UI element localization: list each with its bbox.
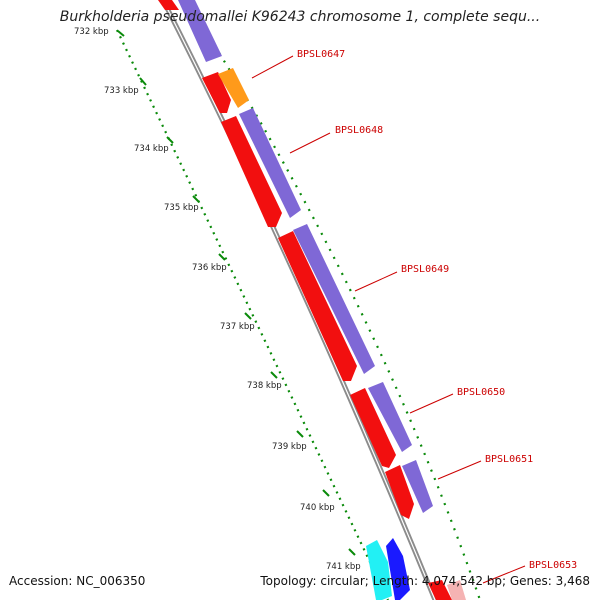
gene-track — [158, 0, 466, 600]
tick-label: 736 kbp — [192, 263, 227, 273]
gene-arrow-cyan[interactable] — [366, 540, 392, 600]
gene-label[interactable]: BPSL0649 — [401, 264, 449, 275]
map-title: Burkholderia pseudomallei K96243 chromos… — [59, 9, 541, 25]
gene-arrow-reverse[interactable] — [385, 465, 414, 519]
tick-mark — [244, 312, 252, 320]
gene-labels: BPSL0647 BPSL0648 BPSL0649 BPSL0650 BPSL… — [251, 49, 577, 584]
tick-mark — [139, 77, 147, 86]
tick-mark — [348, 548, 356, 556]
tick-label: 735 kbp — [164, 203, 199, 213]
tick-label: 738 kbp — [247, 381, 282, 391]
label-leader — [354, 271, 398, 292]
gene-label[interactable]: BPSL0648 — [335, 125, 383, 136]
label-leader — [251, 55, 294, 79]
gene-arrow-forward[interactable] — [368, 382, 412, 452]
genome-summary-text: Topology: circular; Length: 4,074,542 bp… — [260, 574, 590, 588]
gene-arrow-forward[interactable] — [402, 460, 433, 513]
accession-text: Accession: NC_006350 — [9, 574, 146, 588]
gene-arrow-orange[interactable] — [218, 68, 249, 108]
gene-arrow-reverse[interactable] — [350, 388, 396, 468]
tick-track-inner — [116, 29, 389, 600]
tick-mark — [166, 136, 174, 144]
chromosome-backbone — [160, 0, 438, 600]
tick-mark — [270, 371, 278, 379]
gene-label[interactable]: BPSL0647 — [297, 49, 345, 60]
label-leader — [437, 460, 482, 480]
chromosome-backbone-inner — [162, 0, 436, 600]
tick-mark — [192, 195, 200, 203]
tick-mark — [322, 489, 330, 497]
gene-arrow-reverse[interactable] — [428, 580, 452, 600]
gene-arrow-reverse[interactable] — [158, 0, 179, 10]
tick-mark — [218, 253, 226, 261]
tick-label: 741 kbp — [326, 562, 361, 572]
label-leader — [289, 132, 331, 154]
tick-label: 733 kbp — [104, 86, 139, 96]
tick-mark — [296, 430, 304, 438]
gene-arrow-blue[interactable] — [386, 538, 410, 600]
gene-arrow-reverse[interactable] — [221, 116, 282, 227]
coordinate-ticks: 732 kbp 733 kbp 734 kbp 735 kbp 736 kbp … — [74, 27, 361, 572]
tick-label: 732 kbp — [74, 27, 109, 37]
gene-label[interactable]: BPSL0653 — [529, 560, 577, 571]
gene-arrow-reverse[interactable] — [202, 72, 231, 113]
tick-label: 734 kbp — [134, 144, 169, 154]
gene-label[interactable]: BPSL0650 — [457, 387, 505, 398]
gene-arrow-forward[interactable] — [239, 108, 301, 218]
tick-label: 737 kbp — [220, 322, 255, 332]
gene-arrow-reverse[interactable] — [278, 231, 357, 381]
label-leader — [409, 393, 454, 414]
tick-label: 740 kbp — [300, 503, 335, 513]
label-leader — [482, 565, 526, 584]
tick-label: 739 kbp — [272, 442, 307, 452]
gene-arrow-forward[interactable] — [293, 224, 375, 374]
tick-mark — [117, 30, 125, 37]
gene-label[interactable]: BPSL0651 — [485, 454, 533, 465]
gene-arrow-forward[interactable] — [178, 0, 222, 62]
gene-arrow-pink[interactable] — [447, 580, 466, 600]
